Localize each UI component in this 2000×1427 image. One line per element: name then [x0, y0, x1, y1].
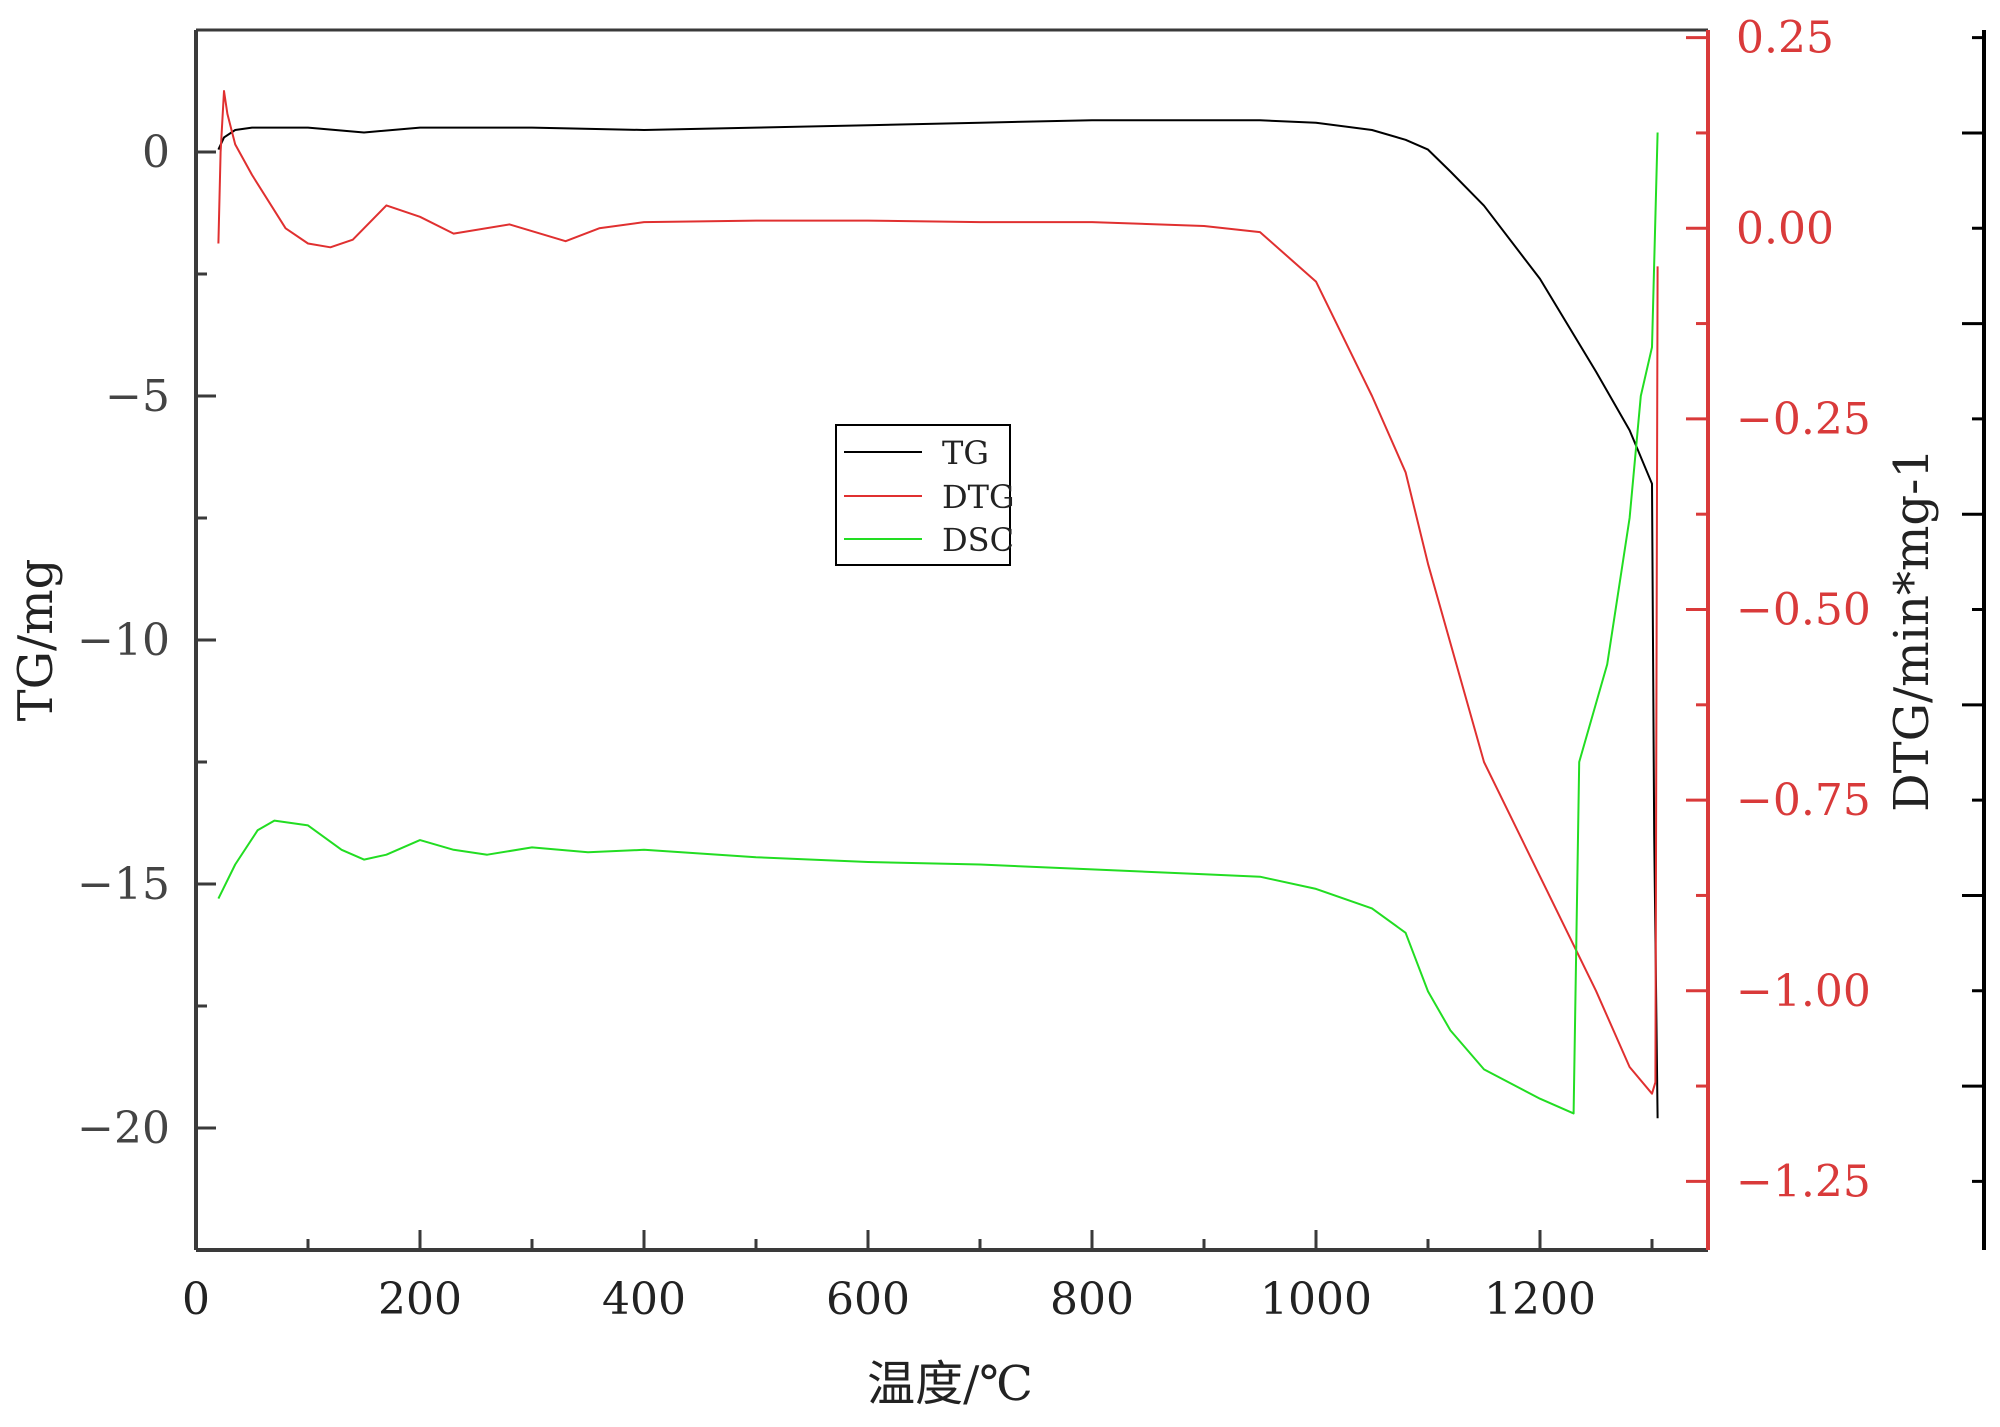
left-tick-label: −5	[105, 371, 170, 422]
x-tick-label: 200	[378, 1274, 462, 1325]
series-line-dsc	[217, 132, 1659, 1115]
series-line-tg	[217, 119, 1659, 1119]
left-tick-label: −10	[77, 615, 170, 666]
right-tick-label: −0.25	[1736, 394, 1871, 445]
legend-label-dsc: DSC	[942, 521, 1014, 559]
x-axis: 0 200 400 600 800 1000 1200	[182, 1230, 1708, 1325]
series-layer	[217, 90, 1659, 1119]
right-tick-label: −0.50	[1736, 585, 1871, 636]
x-tick-label: 600	[826, 1274, 910, 1325]
x-axis-title: 温度/℃	[867, 1356, 1033, 1412]
legend-label-dtg: DTG	[942, 478, 1015, 516]
left-tick-label: 0	[142, 127, 170, 178]
right-tick-label: 0.00	[1736, 203, 1834, 254]
x-tick-label: 400	[602, 1274, 686, 1325]
left-tick-label: −15	[77, 859, 170, 910]
x-tick-label: 800	[1050, 1274, 1134, 1325]
x-tick-label: 0	[182, 1274, 210, 1325]
far-right-y-axis	[1962, 30, 1986, 1250]
right-tick-label: −0.75	[1736, 775, 1871, 826]
right-y-axis: 0.25 0.00 −0.25 −0.50 −0.75 −1.00 −1.25	[1686, 13, 1871, 1250]
legend-label-tg: TG	[942, 434, 989, 472]
right-tick-label: −1.25	[1736, 1156, 1871, 1207]
right-tick-label: 0.25	[1736, 13, 1834, 64]
left-y-axis-title: TG/mg	[8, 559, 64, 722]
series-line-dtg	[217, 90, 1659, 1095]
left-tick-label: −20	[77, 1103, 170, 1154]
left-y-axis: 0 −5 −10 −15 −20	[77, 30, 216, 1250]
right-tick-label: −1.00	[1736, 966, 1871, 1017]
right-y-axis-title: DTG/min*mg-1	[1884, 448, 1940, 812]
x-tick-label: 1200	[1484, 1274, 1596, 1325]
legend: TG DTG DSC	[835, 424, 1015, 566]
x-tick-label: 1000	[1260, 1274, 1372, 1325]
